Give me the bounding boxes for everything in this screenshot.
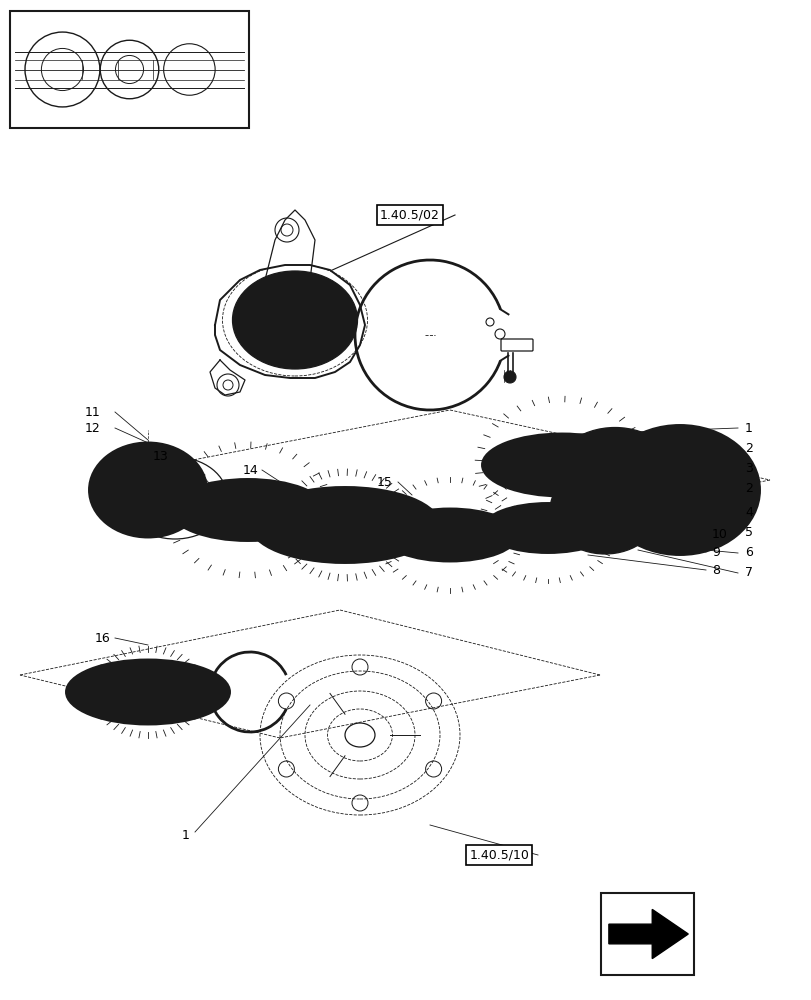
Text: 14: 14 <box>242 464 258 477</box>
Polygon shape <box>215 265 365 378</box>
Text: 15: 15 <box>376 476 393 488</box>
Text: 5: 5 <box>744 526 752 540</box>
Ellipse shape <box>89 442 207 538</box>
Bar <box>600 893 693 975</box>
Circle shape <box>504 371 515 383</box>
Text: 4: 4 <box>744 506 752 520</box>
Text: 6: 6 <box>744 546 752 560</box>
Polygon shape <box>608 909 688 959</box>
Ellipse shape <box>381 508 517 562</box>
Text: 9: 9 <box>711 546 719 558</box>
Ellipse shape <box>483 503 612 553</box>
Ellipse shape <box>250 487 440 563</box>
Bar <box>10 11 249 128</box>
Ellipse shape <box>232 271 357 369</box>
Polygon shape <box>210 360 245 395</box>
FancyBboxPatch shape <box>500 339 532 351</box>
Ellipse shape <box>549 466 659 554</box>
Text: 8: 8 <box>711 564 719 576</box>
Ellipse shape <box>169 479 325 541</box>
Ellipse shape <box>599 425 759 555</box>
Ellipse shape <box>482 434 642 496</box>
Text: 2: 2 <box>744 482 752 494</box>
Text: 3: 3 <box>744 462 752 475</box>
Text: 1: 1 <box>182 829 190 842</box>
Ellipse shape <box>549 428 679 532</box>
Text: 16: 16 <box>94 632 109 644</box>
Text: 10: 10 <box>711 528 727 542</box>
Text: 11: 11 <box>84 406 100 418</box>
Text: 13: 13 <box>152 450 168 464</box>
Ellipse shape <box>66 660 230 724</box>
Text: 1.40.5/10: 1.40.5/10 <box>469 848 529 861</box>
Text: 7: 7 <box>744 566 752 580</box>
Text: 12: 12 <box>84 422 100 434</box>
Polygon shape <box>264 210 315 280</box>
Text: 1: 1 <box>744 422 752 434</box>
Text: 1.40.5/02: 1.40.5/02 <box>380 209 440 222</box>
Text: 2: 2 <box>744 442 752 454</box>
